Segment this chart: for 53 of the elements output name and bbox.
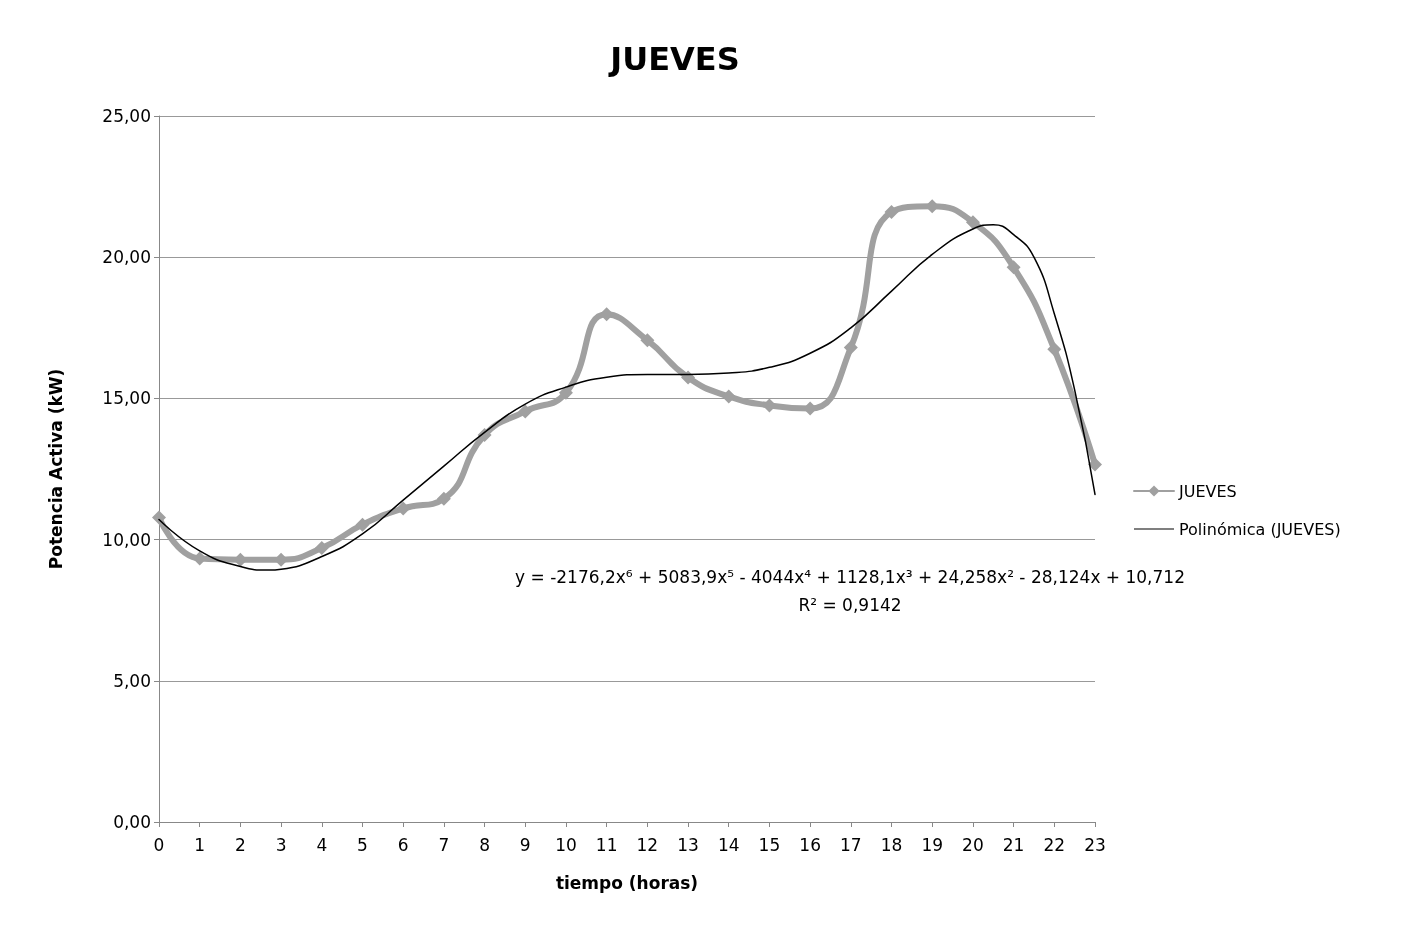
x-tick-label: 15 <box>758 834 781 855</box>
point <box>436 491 451 506</box>
x-tick-label: 14 <box>717 834 740 855</box>
x-tick-label: 12 <box>636 834 659 855</box>
y-tick-label: 10,00 <box>102 529 151 550</box>
point <box>1047 342 1062 357</box>
annotation: R² = 0,9142 <box>798 594 902 615</box>
legend-label: JUEVES <box>1178 481 1237 501</box>
x-tick-label: 7 <box>438 834 450 855</box>
point <box>884 205 899 220</box>
x-tick-label: 18 <box>880 834 903 855</box>
point <box>843 340 858 355</box>
x-tick-label: 0 <box>153 834 165 855</box>
x-tick-label: 11 <box>595 834 618 855</box>
y-tick-label: 25,00 <box>102 106 151 126</box>
y-tick-label: 15,00 <box>102 388 151 409</box>
x-tick-label: 3 <box>275 834 287 855</box>
x-tick-label: 19 <box>921 834 944 855</box>
point <box>314 541 329 556</box>
x-tick-label: 9 <box>519 834 531 855</box>
x-tick-label: 8 <box>479 834 490 855</box>
x-tick-label: 13 <box>677 834 699 855</box>
point <box>640 333 655 348</box>
x-tick-label: 6 <box>397 834 409 855</box>
x-tick-label: 5 <box>357 834 368 855</box>
point <box>681 370 696 385</box>
annotation: y = -2176,2x⁶ + 5083,9x⁵ - 4044x⁴ + 1128,1x³ + 24,258x² - 28,124x + 10,712 <box>515 566 1185 587</box>
point <box>518 404 533 419</box>
point <box>152 510 166 525</box>
x-axis-title: tiempo (horas) <box>555 872 699 893</box>
x-tick-label: 20 <box>962 834 984 855</box>
y-tick-label: 20,00 <box>102 247 151 268</box>
point <box>721 389 736 404</box>
x-tick-label: 4 <box>316 834 328 855</box>
point <box>396 501 411 516</box>
chart-title: JUEVES <box>608 40 740 78</box>
legend-label: Polinómica (JUEVES) <box>1179 519 1341 539</box>
point <box>1088 457 1102 472</box>
x-tick-label: 21 <box>1002 834 1025 855</box>
x-tick-label: 23 <box>1084 834 1106 855</box>
y-axis-title: Potencia Activa (kW) <box>45 368 66 570</box>
point <box>355 517 370 532</box>
y-tick-label: 0,00 <box>113 812 151 832</box>
y-tick-label: 5,00 <box>113 670 151 691</box>
x-tick-label: 1 <box>194 834 206 855</box>
point <box>965 215 980 230</box>
point <box>1006 260 1021 275</box>
x-tick-label: 10 <box>555 834 577 855</box>
x-tick-label: 17 <box>840 834 862 855</box>
x-tick-label: 22 <box>1043 834 1066 855</box>
x-tick-label: 16 <box>799 834 821 855</box>
point <box>558 385 573 400</box>
x-tick-label: 2 <box>234 834 246 855</box>
